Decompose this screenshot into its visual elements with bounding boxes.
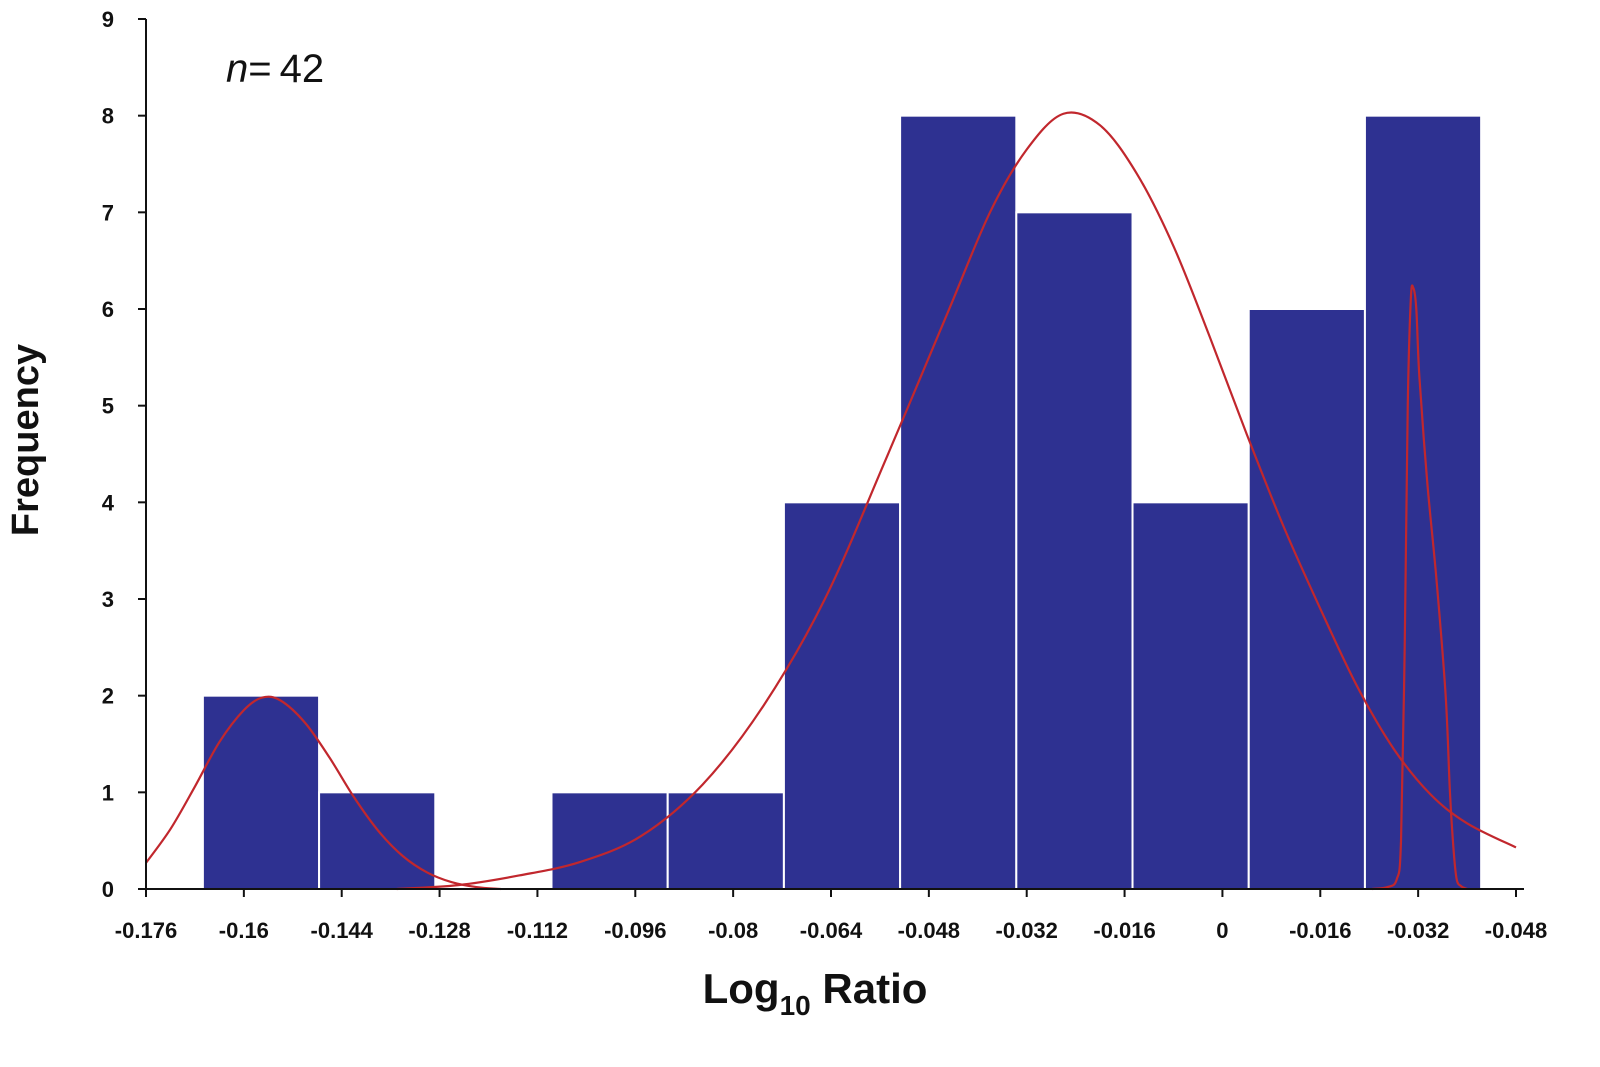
y-tick-label-0: 0 xyxy=(102,877,114,902)
x-tick-label-9: -0.032 xyxy=(996,918,1058,943)
histogram-bar-4 xyxy=(666,791,785,890)
sample-size-value: 42 xyxy=(280,47,325,91)
y-tick-label-3: 3 xyxy=(102,587,114,612)
histogram-bar-7 xyxy=(1015,211,1134,891)
histogram-bar-3 xyxy=(550,791,669,890)
y-tick-label-2: 2 xyxy=(102,684,114,709)
x-tick-label-3: -0.128 xyxy=(408,918,470,943)
y-tick-label-9: 9 xyxy=(102,7,114,32)
x-tick-label-2: -0.144 xyxy=(311,918,374,943)
density-curves xyxy=(145,111,1517,891)
x-tick-label-4: -0.112 xyxy=(507,918,568,943)
x-tick-label-11: 0 xyxy=(1216,918,1228,943)
histogram-bar-6 xyxy=(899,114,1018,890)
sample-size-eq: = xyxy=(248,47,271,91)
x-tick-label-7: -0.064 xyxy=(800,918,863,943)
x-axis-label-rest: Ratio xyxy=(811,965,928,1012)
x-axis-label: Log10 Ratio xyxy=(703,965,928,1021)
y-tick-label-5: 5 xyxy=(102,394,114,419)
density-curve-1 xyxy=(396,111,1517,891)
y-tick-label-8: 8 xyxy=(102,104,114,129)
histogram-bar-10 xyxy=(1363,114,1483,890)
x-tick-label-8: -0.048 xyxy=(898,918,960,943)
axes xyxy=(145,19,1524,890)
sample-size-annotation: n= 42 xyxy=(226,47,324,91)
y-tick-label-6: 6 xyxy=(102,297,114,322)
density-curve-2 xyxy=(1372,284,1468,891)
y-axis-label: Frequency xyxy=(5,344,47,536)
y-tick-label-4: 4 xyxy=(102,490,115,515)
x-axis-label-sub: 10 xyxy=(780,990,811,1021)
x-ticks: -0.176 -0.16 -0.144 -0.128 -0.112 -0.096 -0.08… xyxy=(115,889,1547,943)
histogram-bar-1 xyxy=(318,791,437,890)
x-tick-label-10: -0.016 xyxy=(1093,918,1155,943)
x-tick-label-13: -0.032 xyxy=(1387,918,1449,943)
histogram-bar-5 xyxy=(782,501,902,890)
sample-size-var: n xyxy=(226,47,248,91)
density-curve-0 xyxy=(145,695,501,891)
x-tick-label-14: -0.048 xyxy=(1485,918,1547,943)
x-tick-label-5: -0.096 xyxy=(604,918,666,943)
x-tick-label-1: -0.16 xyxy=(219,918,269,943)
x-tick-label-6: -0.08 xyxy=(708,918,758,943)
histogram-bar-8 xyxy=(1131,501,1250,890)
histogram-bar-9 xyxy=(1247,308,1366,890)
x-tick-label-0: -0.176 xyxy=(115,918,177,943)
y-tick-label-1: 1 xyxy=(102,780,114,805)
y-tick-label-7: 7 xyxy=(102,200,114,225)
x-tick-label-12: -0.016 xyxy=(1289,918,1351,943)
bars-layer xyxy=(201,114,1483,891)
x-axis-label-base: Log xyxy=(703,965,780,1012)
y-ticks: 0 1 2 3 4 5 6 7 8 9 xyxy=(102,7,146,902)
histogram-bar-0 xyxy=(201,694,321,891)
